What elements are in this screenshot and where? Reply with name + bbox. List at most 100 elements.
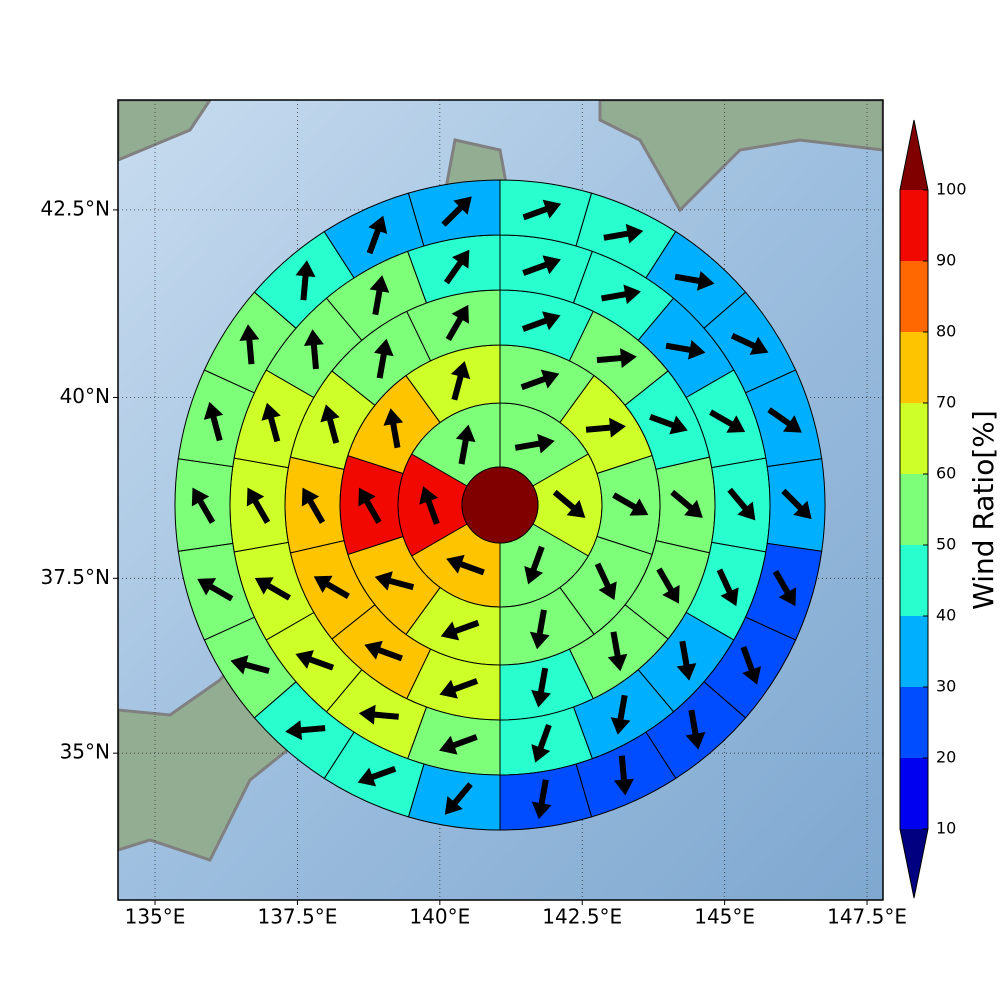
center-cell (461, 466, 539, 544)
colorbar-band (900, 332, 928, 403)
wind-arrow (674, 271, 715, 291)
wind-arrow (529, 609, 550, 650)
wind-arrow (612, 492, 649, 516)
colorbar-band (900, 687, 928, 758)
wind-arrow (552, 489, 586, 518)
wind-arrow (374, 571, 415, 591)
wind-arrow (585, 417, 626, 438)
colorbar-tick-label: 20 (936, 748, 956, 767)
wind-arrow (601, 284, 641, 305)
colorbar-band (900, 616, 928, 687)
wind-arrow (295, 260, 316, 301)
wind-arrow (366, 215, 388, 255)
wind-arrow (358, 487, 382, 524)
colorbar-band (900, 758, 928, 829)
colorbar: 10 20 30 40 50 60 70 80 90 100 (899, 119, 967, 899)
colorbar-band (900, 403, 928, 474)
wind-arrow (419, 486, 440, 525)
wind-arrow (767, 407, 802, 433)
wind-arrow (446, 554, 485, 576)
wind-arrow (303, 329, 324, 370)
axes: 135°E 137.5°E 140°E 142.5°E 145°E 147.5°E 35°N… (41, 196, 908, 928)
wind-arrow (455, 424, 476, 465)
y-tick-label: 35°N (60, 740, 110, 764)
colorbar-label: Wind Ratio[%] (967, 410, 1000, 610)
colorbar-tick-label: 60 (936, 464, 956, 483)
colorbar-tick-label: 40 (936, 606, 956, 625)
wind-arrow (369, 275, 390, 316)
y-tick-label: 42.5°N (41, 196, 111, 220)
wind-arrow (607, 631, 628, 672)
wind-arrow (285, 720, 326, 741)
colorbar-tick-label: 30 (936, 677, 956, 696)
wind-arrow (613, 755, 634, 796)
wind-arrow (301, 487, 326, 524)
x-tick-label: 135°E (125, 905, 186, 929)
wind-arrow (230, 655, 270, 675)
wind-arrows (191, 196, 812, 820)
polar-cells (174, 179, 826, 831)
y-tick-label: 37.5°N (41, 565, 111, 589)
wind-arrow (439, 678, 479, 699)
wind-arrow (364, 640, 403, 662)
land (118, 100, 212, 162)
wind-arrow (781, 488, 812, 520)
wind-arrow (261, 402, 281, 443)
wind-arrow (522, 199, 562, 221)
x-tick-label: 145°E (694, 905, 755, 929)
wind-arrow (716, 568, 739, 607)
wind-arrow (191, 487, 216, 524)
wind-arrow (685, 709, 706, 750)
wind-arrow (313, 575, 350, 599)
x-tick-label: 142.5°E (542, 905, 622, 929)
wind-arrow (246, 487, 271, 524)
wind-arrow (772, 569, 797, 607)
colorbar-tick-label: 50 (936, 535, 956, 554)
land (598, 100, 883, 213)
wind-arrow (531, 723, 552, 763)
colorbar-tick-label: 90 (936, 251, 956, 270)
colorbar-band (900, 261, 928, 332)
wind-arrow (254, 577, 291, 601)
wind-arrow (441, 196, 472, 227)
wind-arrow (320, 404, 340, 444)
wind-arrow (603, 223, 644, 244)
wind-arrow (358, 704, 399, 725)
x-tick-label: 137.5°E (257, 905, 337, 929)
wind-arrow (439, 734, 478, 755)
map-frame (117, 99, 884, 901)
wind-arrow (443, 249, 470, 285)
wind-arrow (373, 338, 394, 379)
wind-arrow (520, 369, 560, 391)
wind-arrow (524, 545, 545, 585)
wind-arrow (670, 489, 703, 518)
wind-arrow (357, 765, 397, 787)
wind-arrow (450, 361, 471, 401)
wind-arrow (295, 650, 335, 671)
wind-arrow (656, 567, 680, 604)
wind-arrow (649, 413, 688, 435)
wind-arrow (383, 408, 404, 449)
colorbar-tick-label: 100 (936, 180, 967, 199)
wind-arrow (531, 779, 552, 820)
wind-arrow (596, 348, 637, 369)
wind-arrow (203, 401, 224, 442)
wind-arrow (239, 324, 260, 365)
wind-arrow (740, 646, 762, 685)
wind-arrow (730, 332, 769, 355)
colorbar-band (900, 474, 928, 545)
wind-arrow (445, 304, 469, 342)
wind-arrow (522, 255, 561, 276)
wind-arrow (197, 578, 234, 602)
x-tick-label: 140°E (409, 905, 470, 929)
colorbar-tick-label: 10 (936, 819, 956, 838)
wind-arrow (444, 782, 473, 815)
colorbar-extend-max (900, 120, 928, 190)
wind-arrow (594, 562, 617, 601)
wind-arrow (610, 694, 631, 735)
wind-arrow (531, 667, 551, 708)
colorbar-band (900, 545, 928, 616)
colorbar-band (900, 190, 928, 261)
x-tick-label: 147.5°E (827, 905, 907, 929)
